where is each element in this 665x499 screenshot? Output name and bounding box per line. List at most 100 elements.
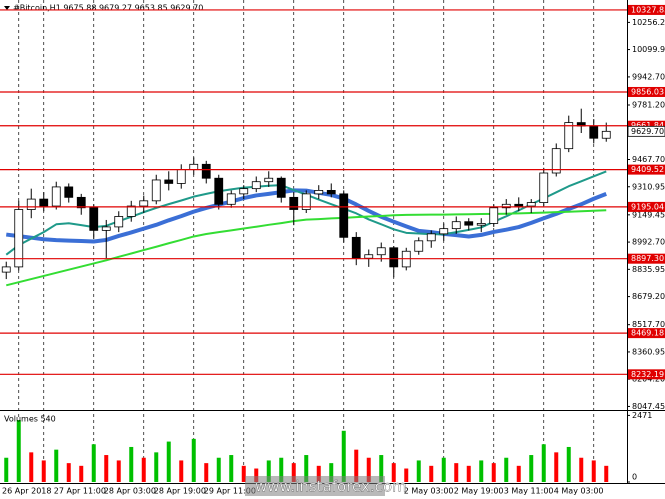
candle-body: [51, 186, 61, 207]
header-arrow: [4, 6, 10, 10]
volume-bar: [516, 465, 521, 482]
x-tick-label: 4 May 03:00: [554, 487, 604, 496]
level-label-box: [628, 201, 665, 212]
candle-body: [526, 202, 536, 207]
volume-bar: [416, 460, 421, 482]
volume-bar: [179, 460, 184, 482]
candle-body: [326, 189, 336, 195]
candle-body: [551, 148, 561, 174]
volume-bar: [404, 468, 409, 482]
candle-body: [539, 172, 549, 203]
volume-bar: [579, 457, 584, 482]
candle-body: [501, 203, 511, 209]
candle-body: [564, 122, 574, 150]
x-tick-label: 3 May 11:00: [504, 487, 554, 496]
y-tick-label: 9310.95: [632, 182, 665, 191]
candle-body: [589, 125, 599, 139]
chart-title: #Bitcoin,H1 9675.88 9679.27 9653.85 9629…: [13, 4, 203, 13]
y-tick-label: 8360.95: [632, 347, 665, 356]
candle-body: [126, 205, 136, 217]
volume-bar: [191, 438, 196, 482]
volume-bar: [29, 452, 34, 482]
candle-body: [139, 200, 149, 207]
volume-bar: [241, 465, 246, 482]
candle-body: [601, 130, 611, 139]
candle-body: [301, 193, 311, 210]
volume-bar: [379, 455, 384, 482]
candle-body: [489, 207, 499, 224]
candle-body: [339, 193, 349, 238]
level-label-box: [628, 253, 665, 264]
level-label-box: [628, 369, 665, 380]
volume-bar: [541, 444, 546, 482]
volume-bar: [529, 455, 534, 482]
y-tick-label: 10099.95: [632, 45, 665, 54]
volume-bar: [54, 449, 59, 482]
candle-body: [289, 196, 299, 210]
candle-body: [439, 228, 449, 235]
candle-body: [351, 236, 361, 259]
y-tick-label: 9781.20: [632, 100, 665, 109]
x-tick-label: 2 May 19:00: [454, 487, 504, 496]
volume-bar: [104, 455, 109, 482]
volume-bar: [141, 457, 146, 482]
volume-tick-label: 0: [632, 473, 637, 482]
level-label: 8469.18: [631, 329, 664, 338]
volume-bar: [491, 463, 496, 482]
candle-body: [201, 163, 211, 179]
candle-body: [514, 203, 524, 207]
x-tick-label: 2 May 03:00: [404, 487, 454, 496]
candle-body: [101, 226, 111, 231]
volume-bar: [16, 420, 21, 482]
volume-bar: [479, 460, 484, 482]
candle-body: [476, 223, 486, 226]
candle-body: [26, 198, 36, 210]
candle-body: [114, 216, 124, 228]
candle-body: [164, 179, 174, 184]
volume-bar: [341, 430, 346, 482]
candle-body: [264, 177, 274, 183]
candle-body: [364, 254, 374, 259]
candle-body: [251, 181, 261, 190]
level-label-box: [628, 164, 665, 175]
level-label: 9195.04: [631, 202, 664, 211]
candle-body: [226, 193, 236, 205]
y-tick-label: 8835.95: [632, 265, 665, 274]
level-label: 9856.03: [631, 87, 664, 96]
candle-body: [314, 189, 324, 195]
level-label: 9409.52: [631, 165, 664, 174]
watermark-band: [245, 476, 385, 496]
volume-bar: [79, 465, 84, 482]
candle-body: [151, 179, 161, 202]
plot: [0, 9, 627, 482]
candle-body: [389, 247, 399, 268]
volume-bar: [229, 455, 234, 482]
volume-bar: [279, 457, 284, 482]
volume-bar: [504, 457, 509, 482]
volume-label: Volumes 540: [4, 415, 56, 424]
candle-body: [376, 247, 386, 256]
x-tick-label: 26 Apr 2018: [2, 487, 51, 496]
volume-bar: [454, 463, 459, 482]
candle-body: [14, 209, 24, 268]
x-tick-label: 29 Apr 11:00: [204, 487, 256, 496]
level-label-box: [628, 120, 665, 131]
candle-body: [64, 186, 74, 198]
y-tick-label: 8679.20: [632, 292, 665, 301]
volume-bar: [429, 465, 434, 482]
x-tick-label: 28 Apr 03:00: [104, 487, 156, 496]
level-label: 8232.19: [631, 370, 664, 379]
level-label-box: [628, 4, 665, 15]
volume-bar: [441, 457, 446, 482]
candle-body: [39, 198, 49, 207]
level-label: 9661.84: [631, 121, 664, 130]
volume-bar: [366, 457, 371, 482]
candle-body: [214, 177, 224, 205]
candle-body: [176, 169, 186, 184]
volume-bar: [166, 441, 171, 482]
volume-bar: [4, 457, 9, 482]
x-tick-label: 27 Apr 11:00: [54, 487, 106, 496]
